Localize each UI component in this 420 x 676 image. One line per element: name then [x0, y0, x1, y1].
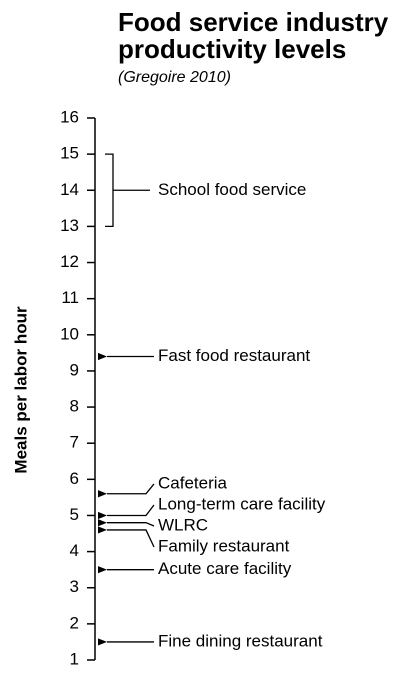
y-tick-label: 8 [70, 397, 79, 416]
y-tick-label: 2 [70, 613, 79, 632]
point-label: Fine dining restaurant [158, 631, 323, 650]
y-tick-label: 14 [60, 180, 79, 199]
range-bracket [105, 153, 114, 228]
y-tick-label: 11 [61, 288, 79, 307]
y-tick-label: 10 [60, 324, 79, 343]
y-tick-label: 9 [70, 360, 79, 379]
y-tick-label: 16 [60, 107, 79, 126]
point-label: Acute care facility [158, 559, 292, 578]
chart-subtitle: (Gregoire 2010) [118, 69, 231, 86]
point-label: Fast food restaurant [158, 346, 310, 365]
y-axis-label: Meals per labor hour [11, 306, 30, 474]
y-tick-label: 6 [70, 469, 79, 488]
y-tick-label: 1 [70, 649, 79, 668]
arrow [97, 504, 155, 520]
chart-title: Food service industry [118, 7, 389, 37]
chart-title: productivity levels [118, 34, 346, 64]
y-tick-label: 15 [60, 144, 79, 163]
range-label: School food service [158, 180, 306, 199]
arrow [97, 483, 155, 498]
point-label: Long-term care facility [158, 494, 326, 513]
y-tick-label: 12 [60, 252, 79, 271]
y-tick-label: 4 [70, 541, 79, 560]
y-tick-label: 3 [70, 577, 79, 596]
arrow [97, 526, 155, 548]
y-tick-label: 13 [60, 216, 79, 235]
point-label: WLRC [158, 515, 208, 534]
point-label: Family restaurant [158, 536, 290, 555]
y-tick-label: 7 [70, 433, 79, 452]
arrow [97, 519, 155, 527]
y-tick-label: 5 [70, 505, 79, 524]
point-label: Cafeteria [158, 473, 228, 492]
